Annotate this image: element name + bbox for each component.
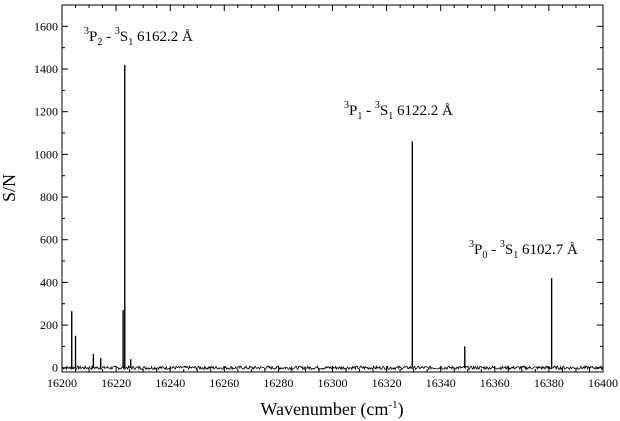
y-tick-label: 1200 bbox=[34, 105, 58, 119]
x-tick-label: 16360 bbox=[480, 376, 510, 390]
y-tick-label: 600 bbox=[40, 233, 58, 247]
x-tick-label: 16260 bbox=[209, 376, 239, 390]
plot-frame bbox=[61, 4, 604, 373]
x-tick-label: 16300 bbox=[318, 376, 348, 390]
x-tick-label: 16340 bbox=[426, 376, 456, 390]
x-tick-label: 16240 bbox=[155, 376, 185, 390]
x-tick-label: 16400 bbox=[588, 376, 618, 390]
y-axis-ticks: 0 200 400 600 800 1000 1200 1400 1600 bbox=[34, 19, 603, 375]
x-tick-label: 16280 bbox=[263, 376, 293, 390]
spectral-lines bbox=[71, 64, 553, 368]
annotation-3p1-3s1: 3P1 - 3S1 6122.2 Å bbox=[344, 100, 453, 122]
y-tick-label: 1600 bbox=[34, 19, 58, 33]
y-tick-label: 400 bbox=[40, 275, 58, 289]
annotation-3p0-3s1: 3P0 - 3S1 6102.7 Å bbox=[469, 239, 578, 261]
x-tick-label: 16200 bbox=[47, 376, 77, 390]
y-tick-label: 1000 bbox=[34, 147, 58, 161]
y-tick-label: 800 bbox=[40, 190, 58, 204]
annotation-3p2-3s1: 3P2 - 3S1 6162.2 Å bbox=[84, 26, 193, 48]
y-tick-label: 1400 bbox=[34, 62, 58, 76]
y-tick-label: 0 bbox=[52, 361, 58, 375]
x-tick-label: 16220 bbox=[101, 376, 131, 390]
x-tick-label: 16320 bbox=[372, 376, 402, 390]
y-tick-label: 200 bbox=[40, 318, 58, 332]
x-tick-label: 16380 bbox=[534, 376, 564, 390]
y-axis-title: S/N bbox=[0, 174, 19, 202]
x-axis-ticks: 16200 16220 16240 16260 16280 16300 16320 16340… bbox=[47, 5, 618, 390]
x-axis-title: Wavenumber (cm-1) bbox=[260, 399, 403, 420]
